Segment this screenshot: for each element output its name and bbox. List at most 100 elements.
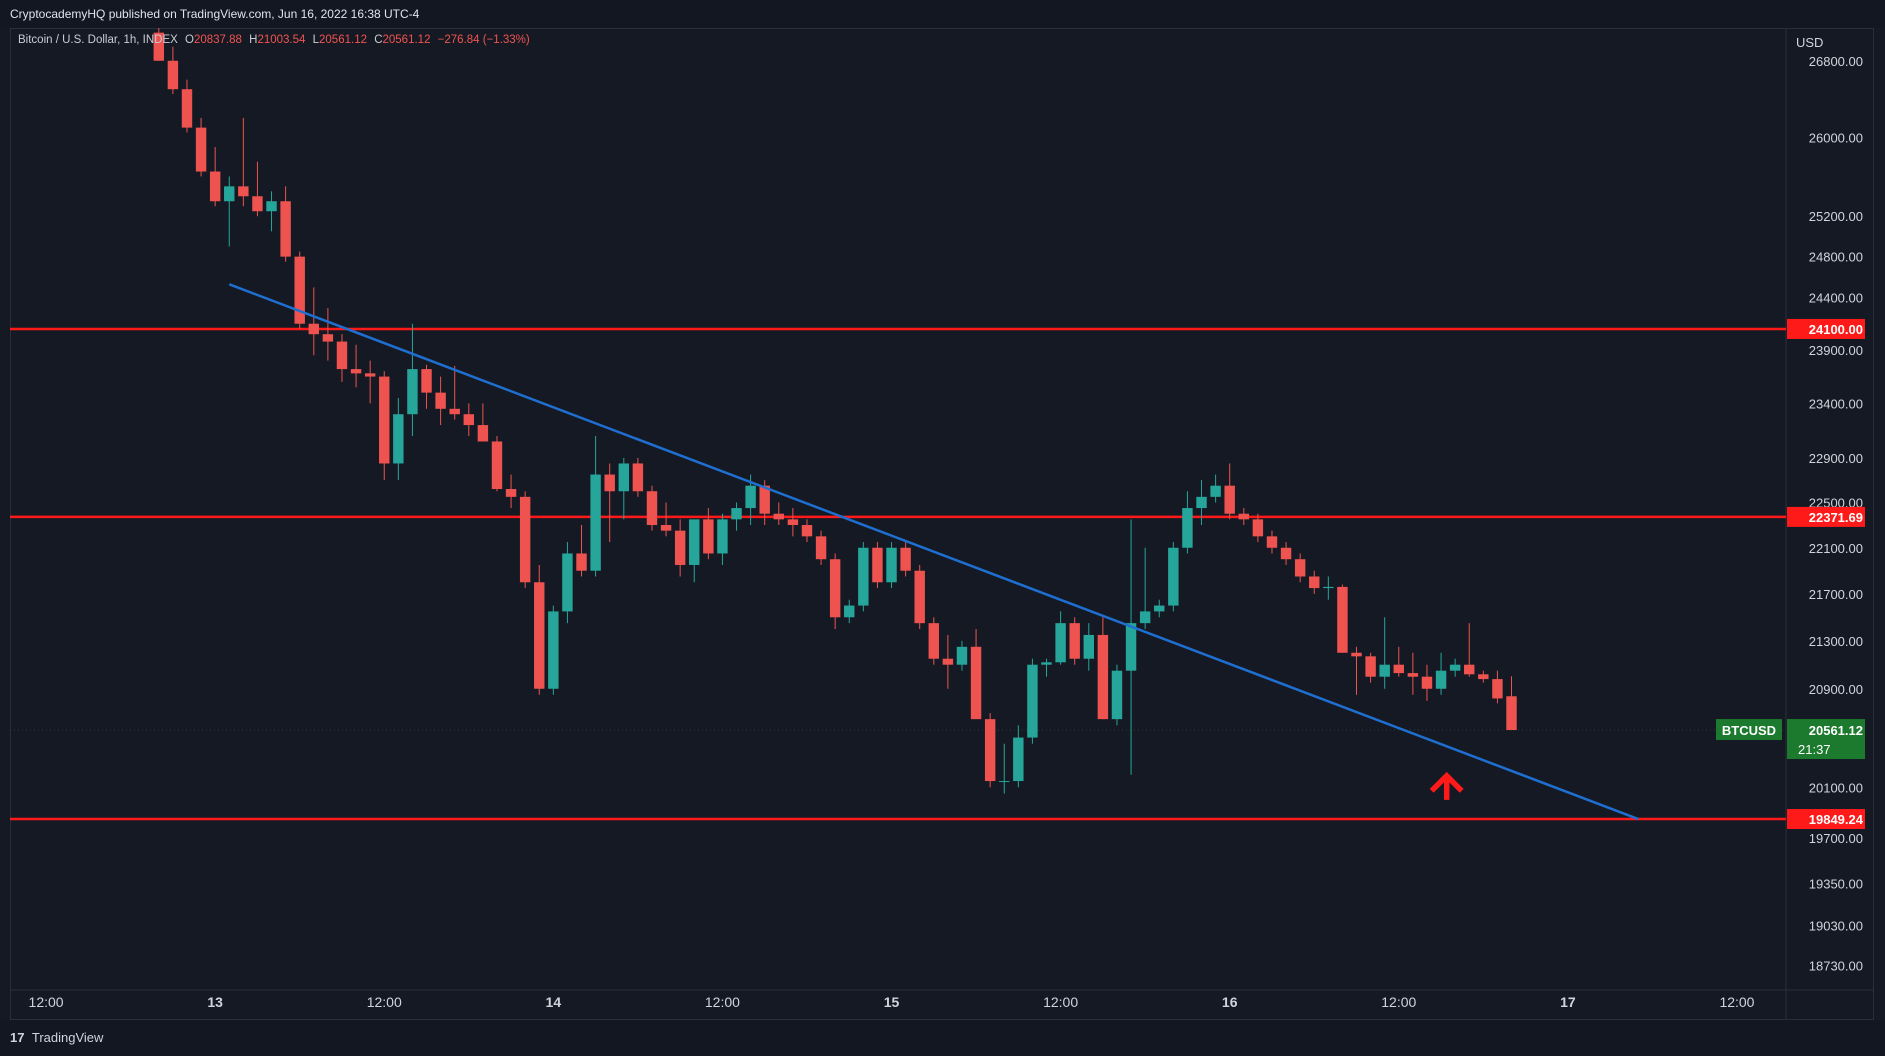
candle-body <box>1337 586 1348 653</box>
candle <box>1111 664 1123 726</box>
candle <box>153 28 165 61</box>
x-tick-label: 17 <box>1560 994 1576 1010</box>
candle-body <box>435 392 446 409</box>
candle <box>618 457 630 520</box>
candle-body <box>674 530 686 565</box>
candle-body <box>1464 664 1475 675</box>
candle <box>379 371 390 481</box>
candle-body <box>829 559 841 618</box>
candle-body <box>1224 485 1235 514</box>
y-tick-label: 22500.00 <box>1809 495 1863 510</box>
y-tick-label: 20100.00 <box>1809 780 1863 795</box>
last-price-tag <box>1787 719 1865 760</box>
candle-body <box>534 582 545 689</box>
candle <box>886 542 897 589</box>
symbol-tag-label: BTCUSD <box>1722 723 1776 738</box>
candle-body <box>449 408 460 415</box>
candle <box>350 344 362 388</box>
candle <box>294 251 305 329</box>
candle <box>1435 652 1447 695</box>
candle <box>1323 576 1334 600</box>
candle <box>449 365 460 420</box>
low-value: 20561.12 <box>319 34 367 46</box>
low-label: L <box>312 34 320 46</box>
candle-body <box>195 127 207 172</box>
candle <box>209 147 221 207</box>
y-tick-label: 20900.00 <box>1809 682 1863 697</box>
y-tick-label: 19700.00 <box>1809 831 1863 846</box>
y-tick-label: 19030.00 <box>1809 918 1863 933</box>
y-tick-label: 21700.00 <box>1809 587 1863 602</box>
candle <box>872 542 883 589</box>
candle <box>1125 519 1137 775</box>
candle <box>646 485 658 531</box>
candle <box>984 713 996 788</box>
candle <box>914 564 925 630</box>
level-price-tag <box>1787 506 1865 527</box>
symbol-tag <box>1716 719 1782 741</box>
candle <box>1492 670 1503 704</box>
candle-body <box>900 547 911 571</box>
candle <box>1309 570 1320 594</box>
candle-body <box>745 485 756 509</box>
candle <box>1252 513 1264 543</box>
tradingview-brand[interactable]: 17 TradingView <box>10 1030 103 1045</box>
candle <box>787 508 799 537</box>
candle-body <box>407 369 418 415</box>
y-tick-label: 26800.00 <box>1809 54 1863 69</box>
y-tick-label: 21300.00 <box>1809 634 1863 649</box>
x-tick-label: 12:00 <box>29 994 64 1010</box>
candle-body <box>1168 547 1179 606</box>
candle <box>858 542 869 612</box>
candle <box>1506 676 1517 731</box>
candle <box>674 519 686 577</box>
candle-body <box>759 485 770 514</box>
candle-body <box>336 341 348 370</box>
bar-countdown: 21:37 <box>1798 742 1831 757</box>
y-tick-label: 26000.00 <box>1809 130 1863 145</box>
last-price-value: 20561.12 <box>1809 723 1863 738</box>
candle-body <box>984 719 996 782</box>
candle-body <box>858 547 869 606</box>
symbol-title: Bitcoin / U.S. Dollar, 1h, INDEX <box>18 34 178 46</box>
candle <box>308 287 320 356</box>
x-tick-label: 16 <box>1222 994 1238 1010</box>
candle <box>1238 508 1250 526</box>
candle <box>773 502 785 526</box>
change-value: −276.84 (−1.33%) <box>437 34 530 46</box>
candle <box>252 161 263 217</box>
candle-body <box>252 196 263 212</box>
chart-frame[interactable] <box>10 28 1874 1020</box>
candle <box>632 457 644 497</box>
candle-body <box>1435 670 1447 689</box>
candle-body <box>1449 664 1461 671</box>
candle <box>844 599 855 624</box>
candle <box>463 403 475 436</box>
trend-line <box>228 283 1639 821</box>
candle <box>1294 553 1306 583</box>
y-tick-label: 22900.00 <box>1809 451 1863 466</box>
candle <box>1168 542 1179 612</box>
level-price-text: 22371.69 <box>1809 510 1863 525</box>
candle <box>1365 652 1376 683</box>
candle-body <box>1252 519 1264 537</box>
candle-body <box>308 323 320 335</box>
x-tick-label: 12:00 <box>1381 994 1416 1010</box>
candle <box>519 491 531 589</box>
plot-area <box>10 28 1786 821</box>
x-tick-label: 13 <box>207 994 223 1010</box>
candle <box>364 360 376 404</box>
candle-body <box>1111 670 1123 720</box>
candle <box>266 191 277 232</box>
candle-body <box>364 373 376 377</box>
candle-body <box>379 376 390 464</box>
candle <box>829 553 841 630</box>
candle-body <box>660 525 672 531</box>
candle-body <box>153 32 165 61</box>
candle-body <box>209 171 221 202</box>
candle <box>590 435 601 577</box>
x-tick-label: 12:00 <box>705 994 740 1010</box>
candle <box>505 474 517 509</box>
candle-body <box>1309 576 1320 589</box>
